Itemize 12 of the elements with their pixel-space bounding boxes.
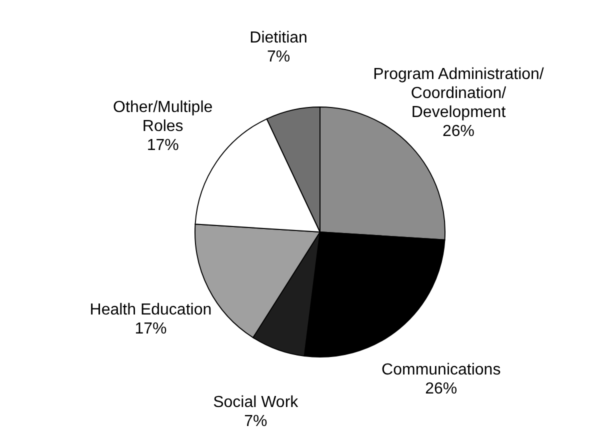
data-label: 26% <box>425 380 458 398</box>
slice-label: Health Education <box>90 301 212 318</box>
data-label: 17% <box>134 320 167 338</box>
data-label: 17% <box>146 136 179 154</box>
slice-label: Dietitian <box>250 30 308 47</box>
slice-label: Communications <box>382 362 501 378</box>
data-label: 7% <box>266 48 290 66</box>
data-label: 26% <box>442 123 475 140</box>
slice-label: Social Work <box>213 394 300 411</box>
slice-label: Other/Multiple Roles <box>113 98 213 135</box>
slice-label: Program Administration/ Coordination/ Development <box>373 66 544 122</box>
data-label: 7% <box>244 412 268 430</box>
